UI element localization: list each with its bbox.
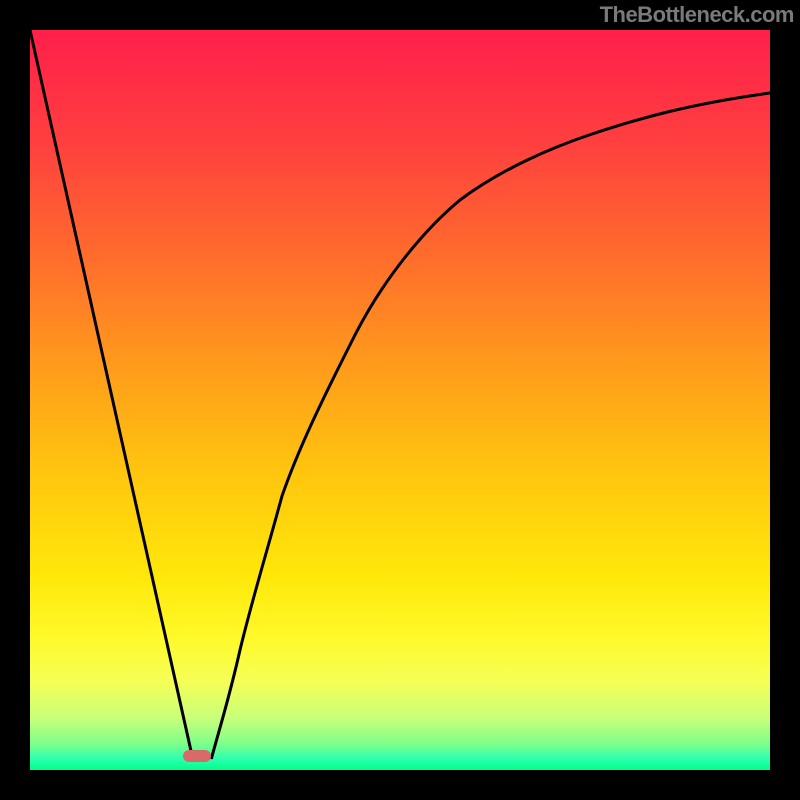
plot-area xyxy=(30,30,770,770)
bottleneck-curve xyxy=(30,30,770,759)
curve-layer xyxy=(30,30,770,770)
chart-container: TheBottleneck.com xyxy=(0,0,800,800)
optimum-marker xyxy=(183,750,211,762)
watermark-text: TheBottleneck.com xyxy=(600,2,794,28)
